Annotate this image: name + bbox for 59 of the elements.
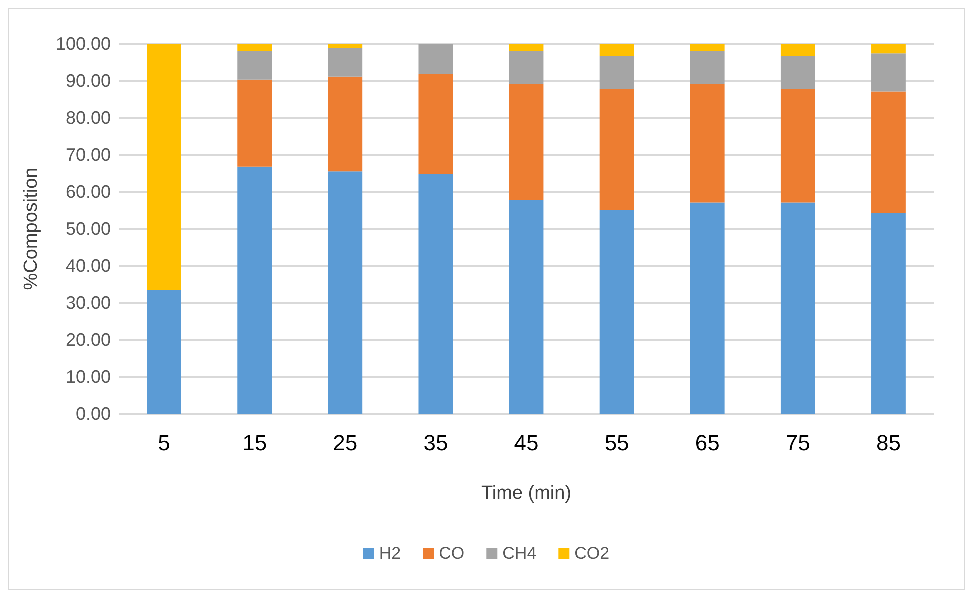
y-tick-label: 90.00 bbox=[66, 71, 111, 91]
y-tick-label: 50.00 bbox=[66, 219, 111, 239]
bar bbox=[147, 290, 182, 414]
y-tick-label: 0.00 bbox=[76, 404, 111, 424]
bar bbox=[328, 48, 363, 77]
y-tick-label: 80.00 bbox=[66, 108, 111, 128]
bar bbox=[690, 84, 725, 203]
bar bbox=[780, 202, 816, 414]
y-tick-label: 10.00 bbox=[66, 367, 111, 387]
x-tick-label: 45 bbox=[514, 430, 539, 456]
bar bbox=[690, 51, 725, 84]
y-tick-label: 60.00 bbox=[66, 182, 111, 202]
x-tick-label: 75 bbox=[786, 430, 810, 456]
x-tick-label: 35 bbox=[424, 430, 448, 456]
x-tick-label: 25 bbox=[333, 430, 358, 456]
bar bbox=[600, 90, 634, 210]
bar bbox=[509, 200, 544, 414]
bar bbox=[690, 44, 725, 52]
bar bbox=[328, 76, 363, 172]
bar bbox=[509, 51, 544, 84]
bar bbox=[328, 44, 363, 48]
bar bbox=[600, 44, 634, 56]
x-tick-label: 15 bbox=[242, 430, 268, 456]
y-tick-label: 40.00 bbox=[66, 256, 111, 276]
bar bbox=[509, 44, 544, 52]
x-tick-label: 65 bbox=[695, 430, 720, 456]
bar bbox=[872, 44, 906, 54]
bar bbox=[690, 202, 725, 414]
bar bbox=[418, 174, 454, 414]
bar bbox=[872, 213, 906, 414]
bar bbox=[328, 172, 363, 414]
x-tick-label: 85 bbox=[876, 430, 901, 456]
bar bbox=[238, 80, 272, 167]
y-tick-label: 70.00 bbox=[66, 145, 111, 165]
bar bbox=[600, 210, 634, 414]
x-tick-label: 5 bbox=[158, 430, 170, 456]
x-tick-label: 55 bbox=[604, 430, 630, 456]
bar bbox=[872, 54, 906, 92]
bar bbox=[780, 90, 816, 203]
x-axis-title: Time (min) bbox=[481, 483, 572, 504]
y-axis-title: %Composition bbox=[21, 168, 42, 290]
bar bbox=[600, 56, 634, 90]
y-tick-label: 100.00 bbox=[56, 34, 111, 54]
bar bbox=[418, 44, 454, 74]
bar bbox=[780, 44, 816, 56]
bar bbox=[238, 51, 272, 80]
legend-label: CO bbox=[439, 544, 465, 563]
bar bbox=[238, 44, 272, 52]
bar bbox=[418, 74, 454, 174]
legend-label: H2 bbox=[379, 544, 402, 563]
bar bbox=[147, 44, 182, 290]
legend-label: CO2 bbox=[574, 544, 610, 563]
bar bbox=[238, 166, 272, 414]
bar bbox=[872, 92, 906, 214]
legend-label: CH4 bbox=[502, 544, 537, 563]
bar bbox=[509, 84, 544, 200]
y-tick-label: 30.00 bbox=[66, 293, 111, 313]
y-tick-label: 20.00 bbox=[66, 330, 111, 350]
bar bbox=[780, 56, 816, 90]
